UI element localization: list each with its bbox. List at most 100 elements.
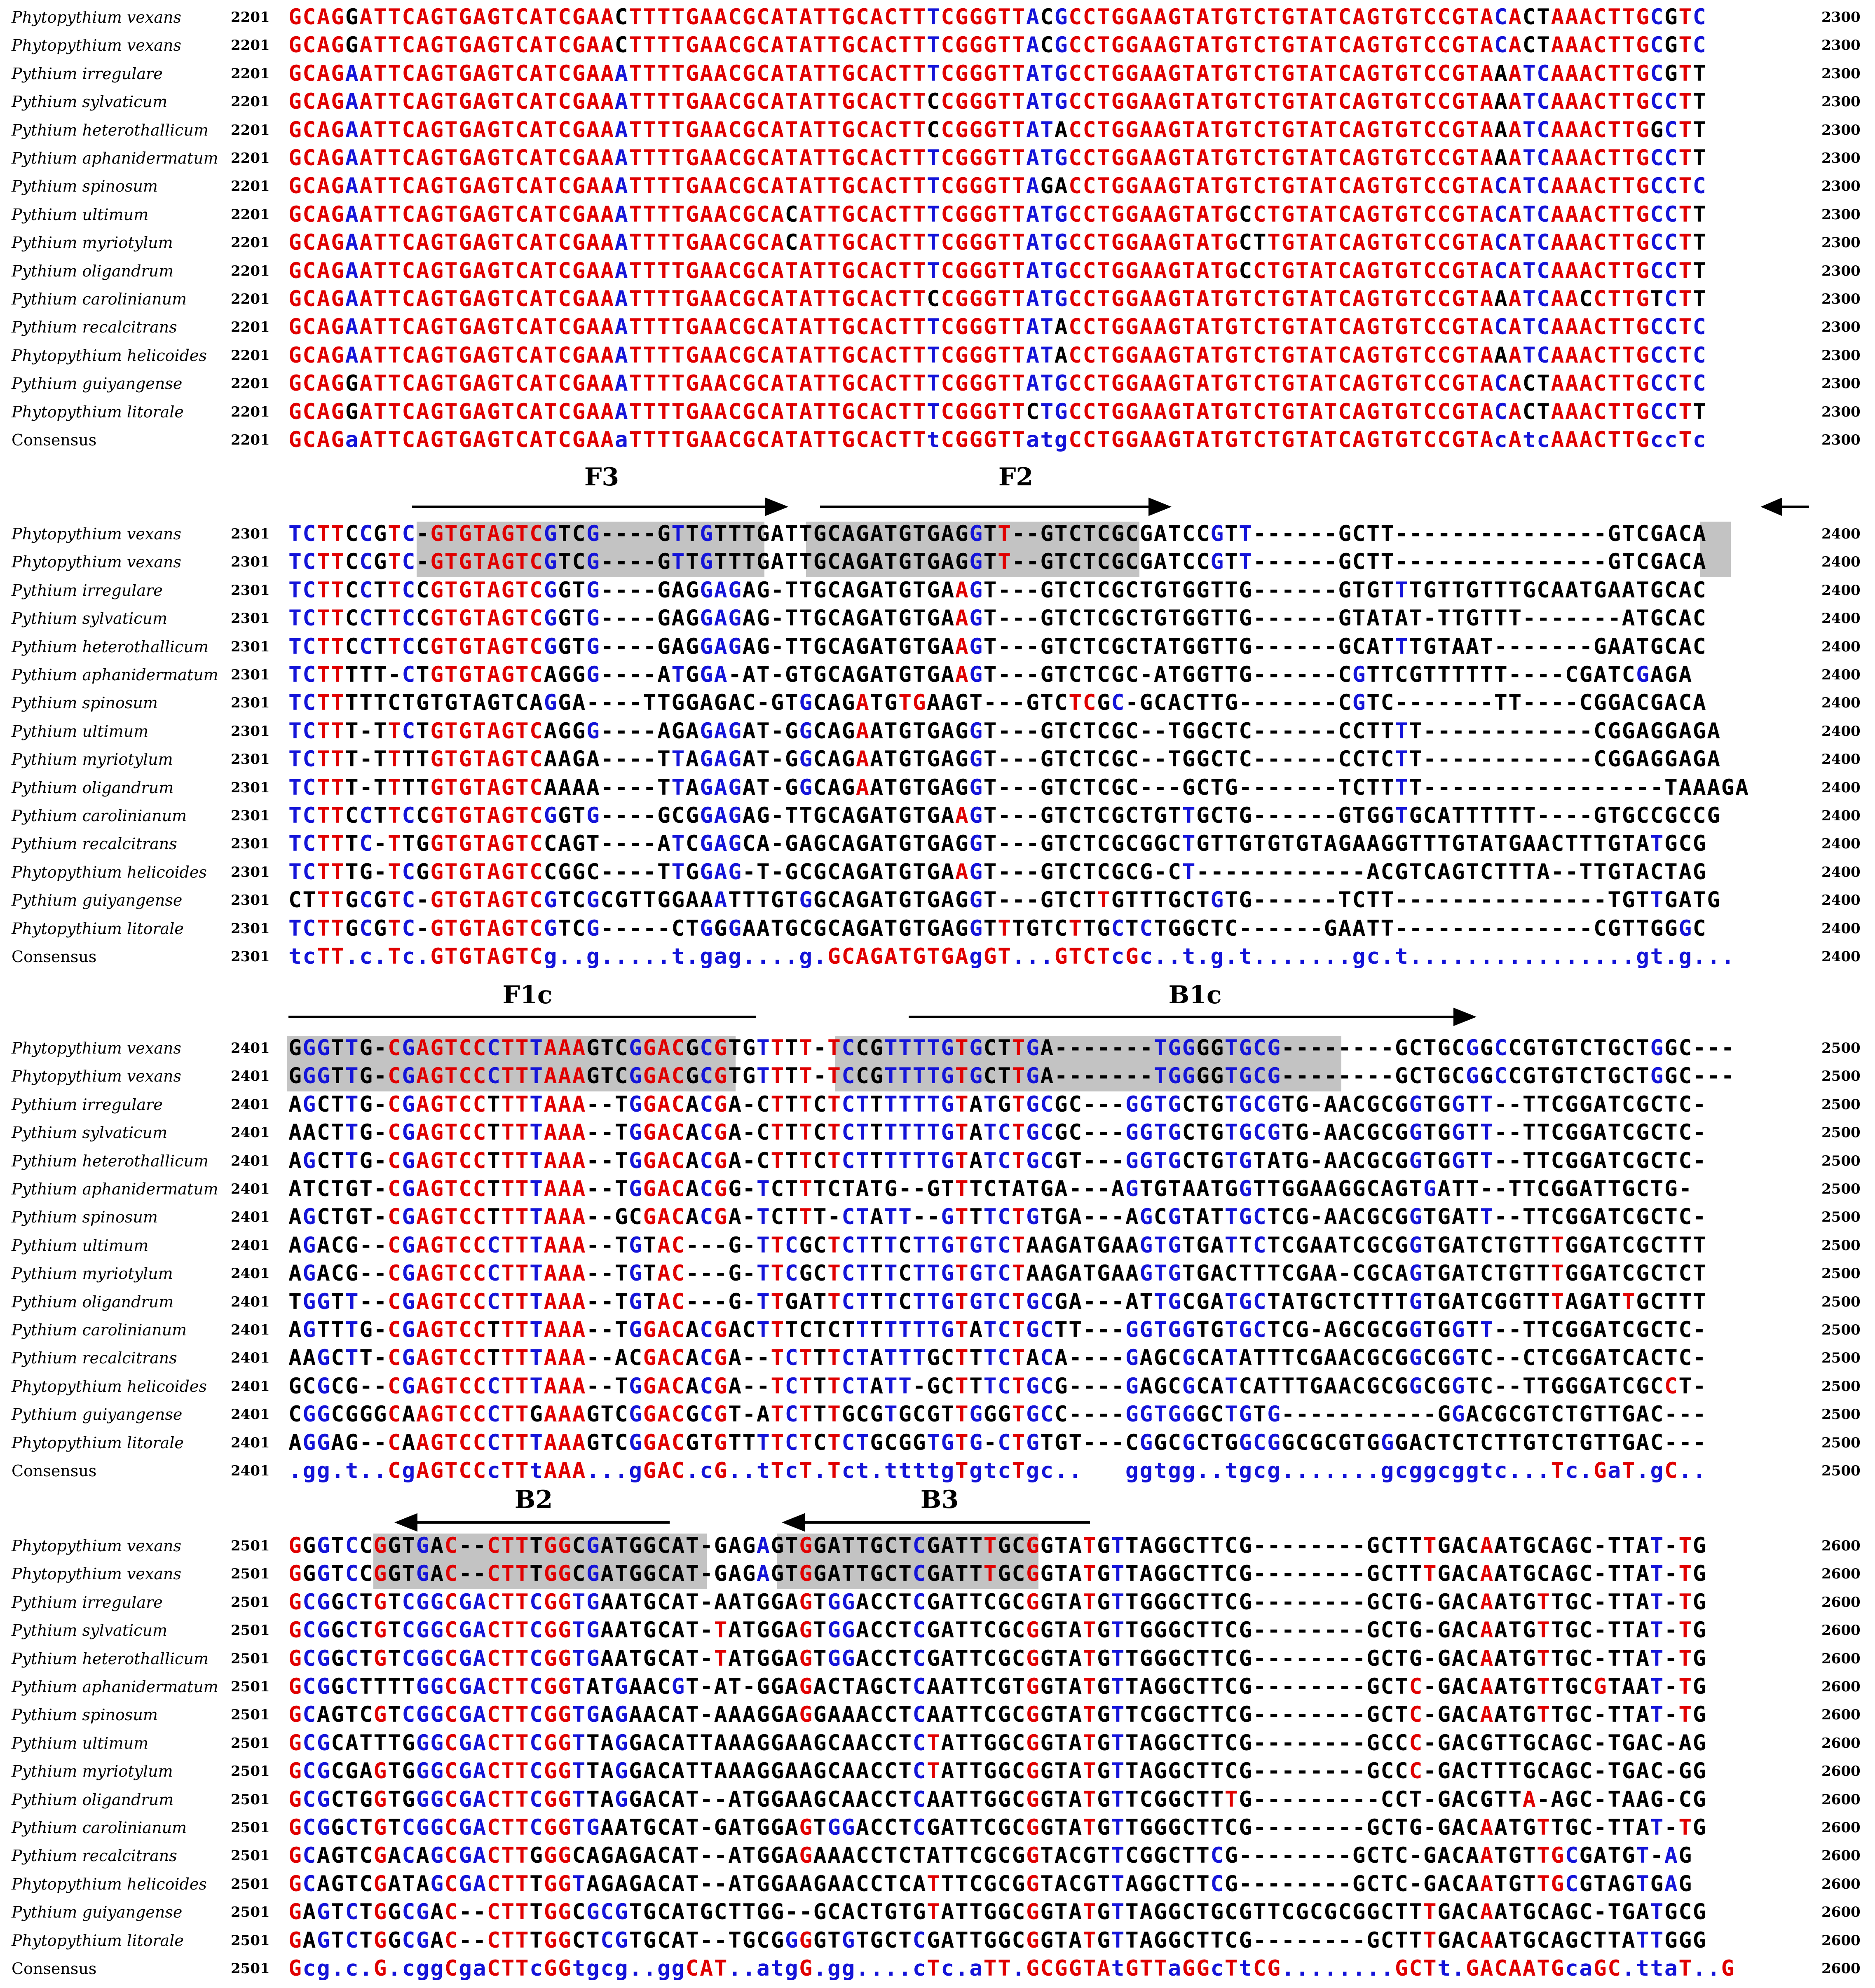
sequence: TCTTT-TTCTGTGTAGTCAGGG----AGAGAGAT-GGCAG… xyxy=(288,718,1721,744)
species-name: Pythium oligandrum xyxy=(12,262,174,280)
start-position: 2401 xyxy=(231,1152,270,1169)
sequence: TCTTCCTTCCGTGTAGTCGGTG----GCGGAGAG-TTGCA… xyxy=(288,803,1721,828)
sequence: AGGAG--CAAGTCCCTTTAAAGTCGGACGTGTTTTCTCTC… xyxy=(288,1430,1707,1455)
start-position: 2501 xyxy=(231,1876,270,1892)
sequence: TCTTCCTTCCGTGTAGTCGGTG----GAGGAGAG-TTGCA… xyxy=(288,606,1707,631)
end-position: 2500 xyxy=(1821,1181,1861,1197)
end-position: 2400 xyxy=(1821,526,1861,542)
sequence-row: Pythium guiyangense 2301 CTTTGCGTC-GTGTAGT… xyxy=(0,886,1875,914)
end-position: 2500 xyxy=(1821,1350,1861,1367)
end-position: 2400 xyxy=(1821,554,1861,571)
species-name: Phytopythium vexans xyxy=(12,8,181,26)
consensus-label: Consensus xyxy=(12,948,97,966)
sequence-row: Phytopythium vexans 2401 GGGTTG-CGAGTCCCTT… xyxy=(0,1062,1875,1090)
end-position: 2500 xyxy=(1821,1096,1861,1113)
species-name: Pythium myriotylum xyxy=(12,1264,173,1283)
sequence-row: Phytopythium litorale 2301 TCTTGCGTC-GTGTA… xyxy=(0,915,1875,943)
start-position: 2501 xyxy=(231,1650,270,1667)
sequence-row: Phytopythium litorale 2501 GAGTCTGGCGAC--C… xyxy=(0,1927,1875,1955)
sequence-row: Phytopythium vexans 2201 GCAGGATTCAGTGAGTC… xyxy=(0,31,1875,59)
sequence: AGTTTG-CGAGTCCTTTTAAA--TGGACACGACTTTCTCT… xyxy=(288,1317,1707,1342)
start-position: 2201 xyxy=(231,122,270,138)
sequence: CGGCGGGCAAGTCCCTTGAAAGTCGGACGCGT-ATCTTTG… xyxy=(288,1402,1707,1427)
start-position: 2501 xyxy=(231,1904,270,1921)
start-position: 2501 xyxy=(231,1679,270,1695)
species-name: Phytopythium helicoides xyxy=(12,1875,207,1893)
sequence-row: Pythium aphanidermatum 2301 TCTTTTT-CTGTGT… xyxy=(0,661,1875,689)
sequence-row: Pythium oligandrum 2401 TGGTT--CGAGTCCCTTT… xyxy=(0,1288,1875,1316)
start-position: 2301 xyxy=(231,779,270,796)
species-name: Phytopythium vexans xyxy=(12,36,181,55)
start-position: 2201 xyxy=(231,206,270,223)
start-position: 2401 xyxy=(231,1096,270,1113)
end-position: 2600 xyxy=(1821,1650,1861,1667)
species-name: Phytopythium helicoides xyxy=(12,1377,207,1396)
species-name: Pythium heterothallicum xyxy=(12,1152,209,1170)
sequence-row: Pythium myriotylum 2501 GCGCGAGTGGGCGACTTC… xyxy=(0,1757,1875,1785)
sequence-row: Phytopythium vexans 2301 TCTTCCGTC-GTGTAGT… xyxy=(0,520,1875,548)
species-name: Phytopythium helicoides xyxy=(12,863,207,881)
sequence: GCGGCTGTCGGCGACTTCGGTGAATGCAT-TATGGAGTGG… xyxy=(288,1618,1707,1643)
sequence: GGGTCCGGTGAC--CTTTGGCGATGGCAT-GAGAGTGGAT… xyxy=(288,1533,1707,1558)
end-position: 2300 xyxy=(1821,37,1861,54)
sequence-row: Pythium carolinianum 2201 GCAGAATTCAGTGAGT… xyxy=(0,285,1875,313)
start-position: 2301 xyxy=(231,864,270,880)
sequence: GGGTCCGGTGAC--CTTTGGCGATGGCAT-GAGAGTGGAT… xyxy=(288,1561,1707,1587)
start-position: 2201 xyxy=(231,291,270,307)
end-position: 2300 xyxy=(1821,178,1861,195)
sequence: AGCTTG-CGAGTCCTTTTAAA--TGGACACGA-CTTTCTC… xyxy=(288,1091,1707,1117)
sequence: TCTTCCTTCCGTGTAGTCGGTG----GAGGAGAG-TTGCA… xyxy=(288,634,1707,659)
sequence-row: Pythium aphanidermatum 2401 ATCTGT-CGAGTCC… xyxy=(0,1175,1875,1203)
species-name: Pythium aphanidermatum xyxy=(12,666,218,684)
sequence-row: Phytopythium helicoides 2401 GCGCG--CGAGTC… xyxy=(0,1372,1875,1400)
sequence: TGGTT--CGAGTCCCTTTAAA--TGTAC---G-TTGATTC… xyxy=(288,1289,1707,1314)
sequence: TCTTCCGTC-GTGTAGTCGTCG----GTTGTTTGATTGCA… xyxy=(288,521,1707,546)
sequence-row: Pythium irregulare 2501 GCGGCTGTCGGCGACTTC… xyxy=(0,1588,1875,1616)
sequence: GCGCGAGTGGGCGACTTCGGTTAGGACATTAAAGGAAGCA… xyxy=(288,1759,1707,1784)
end-position: 2500 xyxy=(1821,1406,1861,1423)
sequence: GCAGGATTCAGTGAGTCATCGAAATTTTGAACGCATATTG… xyxy=(288,399,1707,424)
consensus-label: Consensus xyxy=(12,1960,97,1978)
species-name: Pythium recalcitrans xyxy=(12,318,177,337)
sequence-row: Phytopythium vexans 2201 GCAGGATTCAGTGAGTC… xyxy=(0,3,1875,31)
start-position: 2201 xyxy=(231,234,270,251)
start-position: 2201 xyxy=(231,178,270,195)
end-position: 2300 xyxy=(1821,94,1861,110)
species-name: Pythium myriotylum xyxy=(12,750,173,769)
species-name: Pythium oligandrum xyxy=(12,1790,174,1809)
end-position: 2400 xyxy=(1821,610,1861,627)
consensus-sequence: tcTT.c.Tc.GTGTAGTCg..g.....t.gag....g.GC… xyxy=(288,944,1736,969)
start-position: 2501 xyxy=(231,1819,270,1836)
end-position: 2500 xyxy=(1821,1265,1861,1282)
species-name: Phytopythium litorale xyxy=(12,403,184,421)
end-position: 2500 xyxy=(1821,1152,1861,1169)
start-position: 2301 xyxy=(231,554,270,571)
species-name: Pythium spinosum xyxy=(12,177,158,196)
end-position: 2500 xyxy=(1821,1124,1861,1141)
start-position: 2201 xyxy=(231,347,270,364)
sequence: GCAGAATTCAGTGAGTCATCGAAATTTTGAACGCATATTG… xyxy=(288,342,1707,368)
sequence: GCGGCTGTCGGCGACTTCGGTGAATGCAT-GATGGAGTGG… xyxy=(288,1815,1707,1840)
start-position: 2401 xyxy=(231,1068,270,1085)
species-name: Pythium irregulare xyxy=(12,64,163,83)
consensus-sequence: .gg.t..CgAGTCCcTTtAAA...gGAC.cG..tTcT.Tc… xyxy=(288,1458,1707,1483)
sequence: GGGTTG-CGAGTCCCTTTAAAGTCGGACGCGTGTTTT-TC… xyxy=(288,1063,1736,1089)
end-position: 2400 xyxy=(1821,864,1861,880)
sequence-row: Pythium oligandrum 2201 GCAGAATTCAGTGAGTCA… xyxy=(0,257,1875,285)
species-name: Pythium oligandrum xyxy=(12,1293,174,1311)
sequence-row: Pythium recalcitrans 2401 AAGCTT-CGAGTCCTT… xyxy=(0,1344,1875,1372)
start-position: 2401 xyxy=(231,1350,270,1367)
sequence-row: Pythium spinosum 2201 GCAGAATTCAGTGAGTCATC… xyxy=(0,172,1875,200)
primer-highlight xyxy=(1700,522,1731,577)
sequence: GCAGAATTCAGTGAGTCATCGAAATTTTGAACGCACATTG… xyxy=(288,230,1707,255)
sequence-row: Pythium sylvaticum 2501 GCGGCTGTCGGCGACTTC… xyxy=(0,1616,1875,1644)
end-position: 2500 xyxy=(1821,1068,1861,1085)
end-position: 2400 xyxy=(1821,920,1861,937)
sequence-row: Pythium sylvaticum 2401 AACTTG-CGAGTCCTTTT… xyxy=(0,1119,1875,1147)
sequence-row: Pythium aphanidermatum 2201 GCAGAATTCAGTGA… xyxy=(0,144,1875,172)
end-position: 2300 xyxy=(1821,432,1861,448)
sequence-row: Pythium carolinianum 2501 GCGGCTGTCGGCGACT… xyxy=(0,1814,1875,1842)
sequence: GCAGGATTCAGTGAGTCATCGAACTTTTGAACGCATATTG… xyxy=(288,33,1707,58)
end-position: 2300 xyxy=(1821,262,1861,279)
